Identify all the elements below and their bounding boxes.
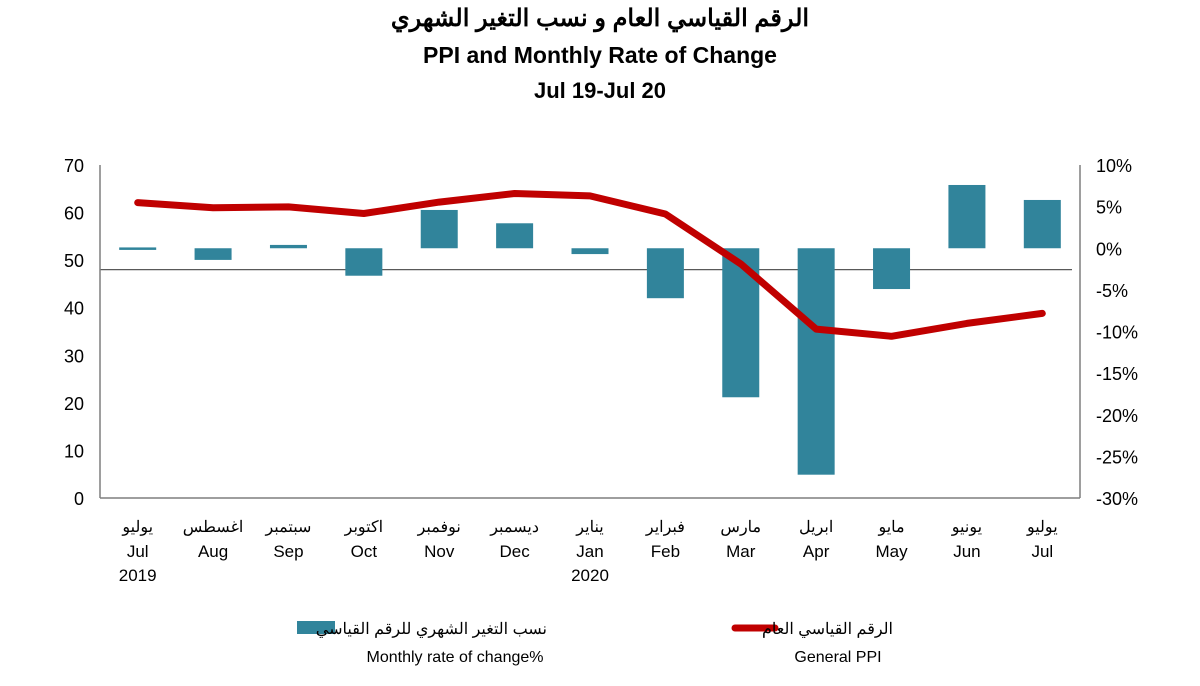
x-tick-label-ar: يناير	[575, 519, 603, 536]
bar-monthly-rate	[345, 248, 383, 276]
x-year-label: 2019	[119, 566, 157, 585]
right-axis-tick-label: -20%	[1096, 406, 1138, 426]
line-general-ppi	[134, 190, 1046, 340]
bar-monthly-rate	[1023, 199, 1061, 249]
x-tick-label-ar: مايو	[877, 519, 904, 536]
right-axis-tick-label: -10%	[1096, 323, 1138, 343]
x-tick-label: Aug	[198, 542, 228, 561]
left-axis-tick-label: 40	[64, 299, 84, 319]
x-tick-label: Nov	[424, 542, 455, 561]
x-tick-label-ar: فبراير	[645, 519, 685, 536]
x-tick-label-ar: ابريل	[799, 519, 833, 536]
x-tick-label: Jul	[127, 542, 149, 561]
right-axis-tick-label: -30%	[1096, 489, 1138, 509]
x-tick-label: Jan	[576, 542, 603, 561]
bar-monthly-rate	[496, 223, 534, 249]
left-axis-tick-label: 20	[64, 394, 84, 414]
x-tick-label-ar: يوليو	[1026, 519, 1058, 536]
right-axis-tick-label: -25%	[1096, 447, 1138, 467]
x-year-label: 2020	[571, 566, 609, 585]
bar-monthly-rate	[119, 247, 157, 250]
x-tick-label-ar: مارس	[720, 519, 761, 536]
legend-label-general-ppi: General PPI	[794, 649, 881, 666]
bar-monthly-rate	[797, 248, 835, 475]
bar-monthly-rate	[420, 209, 458, 249]
x-tick-label-ar: يوليو	[121, 519, 153, 536]
right-axis-tick-label: 0%	[1096, 239, 1122, 259]
left-axis-tick-label: 70	[64, 156, 84, 176]
left-axis-tick-label: 60	[64, 204, 84, 224]
x-tick-label-ar: يونيو	[951, 519, 982, 536]
x-tick-label-ar: سبتمبر	[264, 519, 311, 536]
legend-swatch-monthly-rate	[297, 621, 335, 634]
chart-subtitle: Jul 19-Jul 20	[533, 78, 667, 103]
x-tick-label: Mar	[726, 542, 756, 561]
chart-title-arabic: الرقم القياسي العام و نسب التغير الشهري	[390, 5, 810, 32]
right-axis-tick-label: -15%	[1096, 364, 1138, 384]
x-tick-label: Dec	[499, 542, 530, 561]
bar-monthly-rate	[948, 184, 986, 249]
right-axis-tick-label: 10%	[1096, 156, 1132, 176]
bar-monthly-rate	[646, 248, 684, 299]
x-tick-label: Apr	[803, 542, 830, 561]
bar-monthly-rate	[194, 248, 232, 260]
right-axis-tick-label: -5%	[1096, 281, 1128, 301]
bar-monthly-rate	[269, 244, 307, 249]
x-tick-label: Jun	[953, 542, 980, 561]
x-tick-label-ar: نوفمبر	[417, 519, 461, 536]
legend-label-monthly-rate: Monthly rate of change%	[367, 649, 544, 666]
x-tick-label: Sep	[273, 542, 303, 561]
bar-monthly-rate	[571, 248, 609, 255]
legend-label-monthly-rate-ar: نسب التغير الشهري للرقم القياسي	[316, 621, 547, 638]
legend-label-general-ppi-ar: الرقم القياسي العام	[762, 621, 893, 638]
left-axis-tick-label: 50	[64, 251, 84, 271]
x-tick-label: Jul	[1031, 542, 1053, 561]
bar-monthly-rate	[873, 248, 911, 290]
x-tick-label: Feb	[651, 542, 680, 561]
x-tick-label-ar: ديسمبر	[489, 519, 539, 536]
right-axis-tick-label: 5%	[1096, 198, 1122, 218]
chart-title: PPI and Monthly Rate of Change	[423, 42, 777, 68]
left-axis-tick-label: 0	[74, 489, 84, 509]
x-tick-label-ar: اكتوبر	[344, 519, 383, 536]
x-tick-label: Oct	[351, 542, 378, 561]
left-axis-tick-label: 30	[64, 346, 84, 366]
x-tick-label: May	[875, 542, 908, 561]
left-axis-tick-label: 10	[64, 441, 84, 461]
x-tick-label-ar: اغسطس	[183, 519, 244, 536]
